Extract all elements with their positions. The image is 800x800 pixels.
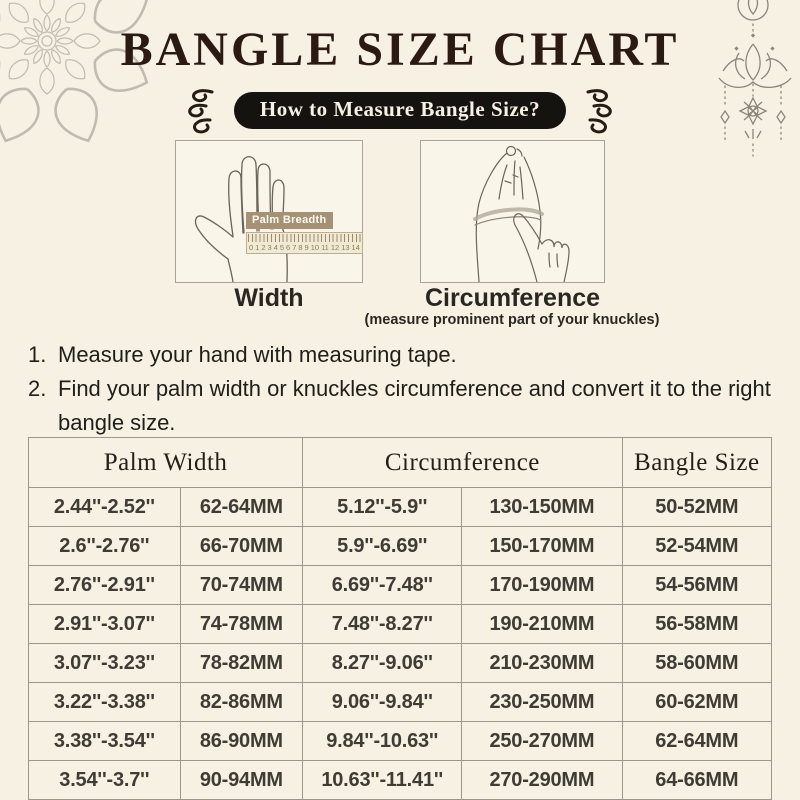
table-cell: 78-82MM: [179, 643, 304, 683]
how-to-measure-badge: How to Measure Bangle Size?: [233, 91, 567, 129]
table-cell: 3.22''-3.38'': [28, 682, 181, 722]
table-cell: 50-52MM: [621, 487, 773, 527]
table-cell: 64-66MM: [621, 760, 773, 800]
ruler-number: 12: [330, 243, 340, 252]
table-cell: 10.63''-11.41'': [302, 760, 463, 800]
table-cell: 7.48''-8.27'': [302, 604, 463, 644]
instruction-number: 1.: [28, 342, 47, 367]
table-cell: 58-60MM: [621, 643, 773, 683]
ruler-number: 1: [255, 243, 260, 252]
ruler-number: 11: [321, 243, 329, 252]
table-cell: 74-78MM: [179, 604, 304, 644]
table-cell: 2.6''-2.76'': [28, 526, 181, 566]
palm-width-illustration-box: Palm Breadth 0 1 2 3 4 5 6 7 8 9 10 11 12 13 14: [175, 140, 363, 283]
table-cell: 86-90MM: [179, 721, 304, 761]
ruler-numbers: 0 1 2 3 4 5 6 7 8 9 10 11 12 13 14: [247, 242, 362, 253]
circumference-caption: Circumference: [424, 284, 601, 312]
table-cell: 3.07''-3.23'': [28, 643, 181, 683]
flourish-left-icon: [180, 86, 220, 134]
table-cell: 82-86MM: [179, 682, 304, 722]
table-cell: 2.76''-2.91'': [28, 565, 181, 605]
table-cell: 150-170MM: [461, 526, 623, 566]
table-cell: 56-58MM: [621, 604, 773, 644]
ruler-number: 8: [298, 243, 303, 252]
table-cell: 8.27''-9.06'': [302, 643, 463, 683]
table-cell: 62-64MM: [621, 721, 773, 761]
header-palm-width: Palm Width: [27, 437, 304, 488]
table-cell: 66-70MM: [179, 526, 304, 566]
table-row: 3.22''-3.38'' 82-86MM 9.06''-9.84'' 230-250…: [28, 682, 773, 722]
table-row: 2.44''-2.52'' 62-64MM 5.12''-5.9'' 130-150M…: [28, 487, 773, 527]
table-cell: 190-210MM: [461, 604, 623, 644]
table-cell: 60-62MM: [621, 682, 773, 722]
ruler-number: 4: [273, 243, 278, 252]
table-header-row: Palm Width Circumference Bangle Size: [27, 437, 773, 488]
instruction-list: 1. Measure your hand with measuring tape…: [28, 338, 776, 440]
palm-breadth-tag: Palm Breadth: [246, 212, 333, 229]
flourish-right-icon: [580, 86, 620, 134]
ruler-number: 0: [249, 243, 254, 252]
size-chart-table: Palm Width Circumference Bangle Size 2.4…: [27, 437, 773, 800]
table-cell: 3.54''-3.7'': [28, 760, 181, 800]
table-row: 2.91''-3.07'' 74-78MM 7.48''-8.27'' 190-210…: [28, 604, 773, 644]
table-row: 3.07''-3.23'' 78-82MM 8.27''-9.06'' 210-230…: [28, 643, 773, 683]
instruction-item: 2. Find your palm width or knuckles circ…: [28, 372, 776, 440]
table-cell: 270-290MM: [461, 760, 623, 800]
table-cell: 250-270MM: [461, 721, 623, 761]
instruction-text: Find your palm width or knuckles circumf…: [58, 376, 771, 436]
instruction-item: 1. Measure your hand with measuring tape…: [28, 338, 776, 372]
table-cell: 6.69''-7.48'': [302, 565, 463, 605]
table-cell: 210-230MM: [461, 643, 623, 683]
ruler-number: 10: [310, 243, 320, 252]
table-cell: 90-94MM: [179, 760, 304, 800]
badge-row: How to Measure Bangle Size?: [0, 86, 800, 134]
width-caption: Width: [234, 284, 304, 312]
table-cell: 5.12''-5.9'': [302, 487, 463, 527]
table-cell: 2.91''-3.07'': [28, 604, 181, 644]
instruction-number: 2.: [28, 376, 47, 402]
ruler-number: 13: [341, 243, 350, 252]
circumference-note: (measure prominent part of your knuckles…: [364, 312, 660, 328]
ruler-number: 14: [351, 243, 360, 252]
ruler-number: 7: [292, 243, 297, 252]
table-cell: 3.38''-3.54'': [28, 721, 181, 761]
circumference-hand-illustration: [421, 141, 604, 282]
circumference-illustration-box: [420, 140, 605, 283]
ruler-number: 5: [279, 243, 285, 252]
table-cell: 230-250MM: [461, 682, 623, 722]
ruler-number: 9: [304, 243, 309, 252]
header-circumference: Circumference: [302, 437, 623, 488]
table-row: 2.6''-2.76'' 66-70MM 5.9''-6.69'' 150-170MM…: [28, 526, 773, 566]
table-cell: 170-190MM: [461, 565, 623, 605]
ruler-number: 6: [286, 243, 291, 252]
table-cell: 5.9''-6.69'': [302, 526, 463, 566]
instruction-text: Measure your hand with measuring tape.: [58, 342, 457, 367]
header-bangle-size: Bangle Size: [621, 437, 773, 488]
ruler-tape: 0 1 2 3 4 5 6 7 8 9 10 11 12 13 14: [246, 232, 363, 254]
ruler-ticks: [248, 234, 361, 242]
table-row: 3.38''-3.54'' 86-90MM 9.84''-10.63'' 250-27…: [28, 721, 773, 761]
ruler-number: 3: [267, 243, 272, 252]
table-cell: 70-74MM: [179, 565, 304, 605]
ruler-number: 2: [261, 243, 266, 252]
table-cell: 52-54MM: [621, 526, 773, 566]
table-cell: 9.84''-10.63'': [302, 721, 463, 761]
table-row: 2.76''-2.91'' 70-74MM 6.69''-7.48'' 170-190…: [28, 565, 773, 605]
table-cell: 62-64MM: [179, 487, 304, 527]
table-cell: 54-56MM: [621, 565, 773, 605]
table-cell: 130-150MM: [461, 487, 623, 527]
page-title: BANGLE SIZE CHART: [120, 23, 680, 76]
table-cell: 9.06''-9.84'': [302, 682, 463, 722]
table-cell: 2.44''-2.52'': [28, 487, 181, 527]
table-row: 3.54''-3.7'' 90-94MM 10.63''-11.41'' 270-29…: [28, 760, 773, 800]
